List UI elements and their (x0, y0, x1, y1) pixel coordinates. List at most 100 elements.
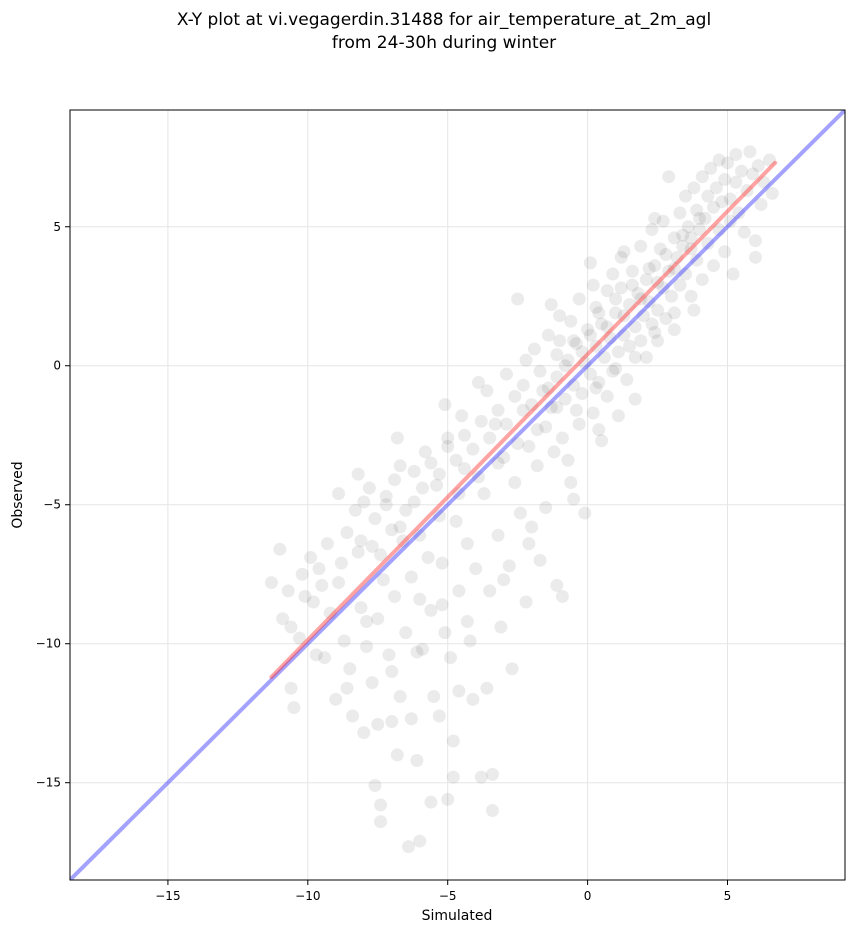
data-point (600, 320, 614, 334)
data-point (592, 375, 606, 389)
data-point (441, 431, 455, 445)
data-point (374, 798, 388, 812)
data-point (723, 192, 737, 206)
data-point (589, 300, 603, 314)
data-point (558, 359, 572, 373)
data-point (533, 364, 547, 378)
data-point (379, 498, 393, 512)
data-point (276, 612, 290, 626)
data-point (477, 487, 491, 501)
data-point (346, 709, 360, 723)
data-point (639, 350, 653, 364)
data-point (407, 495, 421, 509)
data-point (323, 606, 337, 620)
data-point (499, 417, 513, 431)
data-point (491, 456, 505, 470)
data-point (712, 223, 726, 237)
data-point (679, 189, 693, 203)
data-point (729, 175, 743, 189)
data-point (287, 701, 301, 715)
data-point (298, 589, 312, 603)
data-point (634, 334, 648, 348)
data-point (427, 690, 441, 704)
data-point (659, 311, 673, 325)
data-point (393, 459, 407, 473)
data-point (684, 289, 698, 303)
data-point (656, 281, 670, 295)
data-point (446, 734, 460, 748)
data-point (734, 164, 748, 178)
data-point (586, 406, 600, 420)
data-point (693, 211, 707, 225)
data-point (368, 512, 382, 526)
data-point (583, 367, 597, 381)
data-point (595, 434, 609, 448)
data-point (614, 281, 628, 295)
data-point (385, 523, 399, 537)
data-point (421, 551, 435, 565)
data-point (693, 223, 707, 237)
data-point (519, 353, 533, 367)
regression-line (269, 160, 778, 680)
data-point (718, 172, 732, 186)
data-point (611, 345, 625, 359)
data-point (273, 542, 287, 556)
data-point (480, 384, 494, 398)
data-point (410, 753, 424, 767)
data-point (393, 690, 407, 704)
data-point (726, 267, 740, 281)
data-point (351, 545, 365, 559)
data-point (586, 278, 600, 292)
data-point (438, 626, 452, 640)
data-point (469, 562, 483, 576)
data-point (609, 306, 623, 320)
data-point (530, 423, 544, 437)
data-point (522, 537, 536, 551)
data-point (704, 161, 718, 175)
data-point (438, 398, 452, 412)
data-point (732, 206, 746, 220)
data-point (388, 473, 402, 487)
data-point (592, 306, 606, 320)
data-point (553, 334, 567, 348)
data-point (413, 834, 427, 848)
data-point (499, 367, 513, 381)
data-point (623, 339, 637, 353)
data-point (569, 403, 583, 417)
data-point (457, 462, 471, 476)
data-point (404, 712, 418, 726)
data-point (757, 175, 771, 189)
data-point (513, 506, 527, 520)
data-point (306, 595, 320, 609)
data-point (667, 231, 681, 245)
data-point (536, 384, 550, 398)
data-point (687, 181, 701, 195)
data-point (441, 439, 455, 453)
data-point (575, 345, 589, 359)
data-point (483, 431, 497, 445)
x-tick-label: 0 (584, 889, 592, 903)
data-point (695, 273, 709, 287)
data-point (695, 170, 709, 184)
data-point (449, 514, 463, 528)
data-point (407, 464, 421, 478)
data-point (295, 567, 309, 581)
data-point (399, 503, 413, 517)
data-point (606, 267, 620, 281)
data-point (550, 578, 564, 592)
data-point (561, 453, 575, 467)
data-point (522, 439, 536, 453)
data-point (684, 231, 698, 245)
data-point (455, 409, 469, 423)
data-point (578, 356, 592, 370)
data-point (508, 389, 522, 403)
data-point (533, 553, 547, 567)
data-point (642, 261, 656, 275)
data-point (701, 189, 715, 203)
data-point (399, 626, 413, 640)
data-point (541, 328, 555, 342)
data-point (516, 403, 530, 417)
data-point (315, 578, 329, 592)
data-point (511, 292, 525, 306)
x-tick-label: −15 (155, 889, 180, 903)
